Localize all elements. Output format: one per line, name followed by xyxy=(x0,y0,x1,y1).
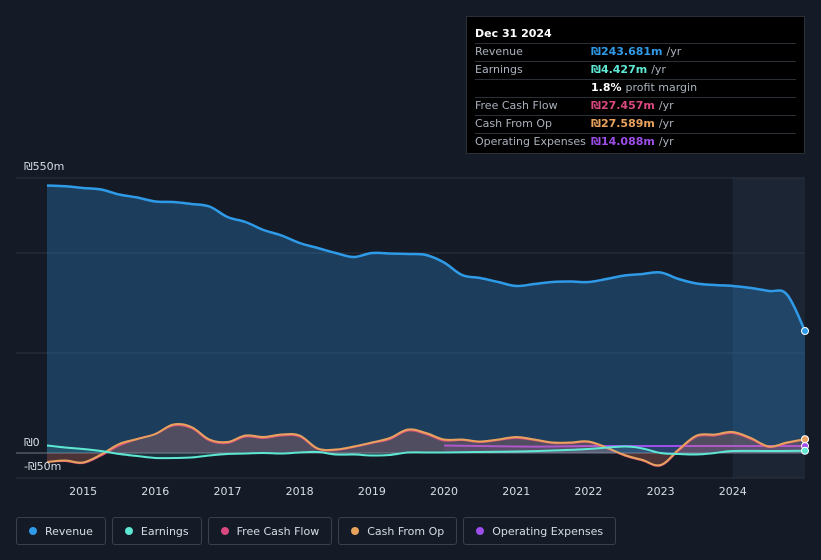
area-free_cash_flow xyxy=(47,425,805,466)
legend-label: Operating Expenses xyxy=(492,524,604,538)
x-tick-label: 2023 xyxy=(647,485,675,498)
legend-item-free-cash-flow[interactable]: Free Cash Flow xyxy=(207,517,333,545)
line-earnings xyxy=(46,444,806,460)
y-tick-label: ₪550m xyxy=(24,160,64,173)
y-tick-label: -₪50m xyxy=(24,460,61,473)
tooltip-rows: Revenue ₪243.681m/yr Earnings ₪4.427m/yr 1.8… xyxy=(475,43,796,150)
tooltip-row-unit: profit margin xyxy=(625,81,698,94)
x-tick-label: 2019 xyxy=(358,485,386,498)
tooltip-row-label: Earnings xyxy=(475,63,523,76)
legend-dot-icon xyxy=(476,527,485,535)
x-tick-label: 2024 xyxy=(719,485,747,498)
tooltip-row-value: ₪14.088m xyxy=(591,135,655,148)
tooltip-row-value: 1.8% xyxy=(591,81,622,94)
tooltip-row-value: ₪27.589m xyxy=(591,117,655,130)
line-cash_from_op xyxy=(46,422,806,467)
tooltip-row-label xyxy=(475,80,591,96)
tooltip-row: Operating Expenses ₪14.088m/yr xyxy=(475,133,796,150)
plot-background xyxy=(16,178,805,478)
tooltip-row-label: Operating Expenses xyxy=(475,135,586,148)
tooltip-row-label: Revenue xyxy=(475,45,523,58)
legend-label: Free Cash Flow xyxy=(236,524,320,538)
end-marker-revenue xyxy=(801,327,809,335)
legend-dot-icon xyxy=(124,527,133,535)
x-tick-label: 2022 xyxy=(574,485,602,498)
highlight-band xyxy=(732,178,805,478)
y-tick-label: ₪0 xyxy=(24,436,40,449)
tooltip-row-label: Cash From Op xyxy=(475,117,553,130)
legend-item-operating-expenses[interactable]: Operating Expenses xyxy=(463,517,617,545)
area-revenue xyxy=(47,185,805,453)
y-axis-ticks: ₪550m ₪0 -₪50m xyxy=(24,160,64,473)
x-tick-label: 2017 xyxy=(213,485,241,498)
legend-label: Cash From Op xyxy=(367,524,445,538)
plot-area xyxy=(16,178,805,478)
tooltip-row-unit: /yr xyxy=(658,117,674,130)
x-tick-label: 2016 xyxy=(141,485,169,498)
legend-item-revenue[interactable]: Revenue xyxy=(16,517,106,545)
legend: Revenue Earnings Free Cash Flow Cash From O… xyxy=(16,517,617,545)
x-axis-ticks: 2015 2016 2017 2018 2019 2020 2021 2022 2023 2024 xyxy=(69,485,747,498)
legend-dot-icon xyxy=(351,527,360,535)
tooltip-row: Revenue ₪243.681m/yr xyxy=(475,43,796,60)
line-revenue xyxy=(46,184,807,332)
tooltip-row-unit: /yr xyxy=(658,99,674,112)
x-tick-label: 2020 xyxy=(430,485,458,498)
legend-item-cash-from-op[interactable]: Cash From Op xyxy=(338,517,458,545)
legend-label: Revenue xyxy=(45,524,93,538)
tooltip-row-unit: /yr xyxy=(651,63,666,76)
tooltip-panel: Dec 31 2024 Revenue ₪243.681m/yr Earnings ₪… xyxy=(466,16,805,154)
tooltip-row: 1.8% profit margin xyxy=(475,79,796,96)
end-marker-cash_from_op xyxy=(801,435,809,444)
tooltip-row-value: ₪4.427m xyxy=(591,63,648,76)
area-cash_from_op xyxy=(47,423,805,466)
tooltip-row: Cash From Op ₪27.589m/yr xyxy=(475,115,796,132)
area-earnings xyxy=(47,445,805,459)
tooltip-row: Earnings ₪4.427m/yr xyxy=(475,61,796,78)
legend-dot-icon xyxy=(220,527,229,535)
marker-layer xyxy=(801,327,809,455)
tooltip-row-value: ₪27.457m xyxy=(591,99,655,112)
tooltip-row-unit: /yr xyxy=(658,135,674,148)
end-marker-earnings xyxy=(801,446,809,455)
tooltip-row-value: ₪243.681m xyxy=(591,45,663,58)
series-layer xyxy=(46,184,807,467)
legend-item-earnings[interactable]: Earnings xyxy=(111,517,202,545)
legend-dot-icon xyxy=(29,527,37,535)
tooltip-date: Dec 31 2024 xyxy=(475,27,552,40)
x-tick-label: 2015 xyxy=(69,485,97,498)
tooltip-row-unit: /yr xyxy=(666,45,682,58)
x-tick-label: 2018 xyxy=(286,485,314,498)
tooltip-row: Free Cash Flow ₪27.457m/yr xyxy=(475,97,796,114)
x-tick-label: 2021 xyxy=(502,485,530,498)
tooltip-row-label: Free Cash Flow xyxy=(475,99,558,112)
legend-label: Earnings xyxy=(140,524,189,538)
